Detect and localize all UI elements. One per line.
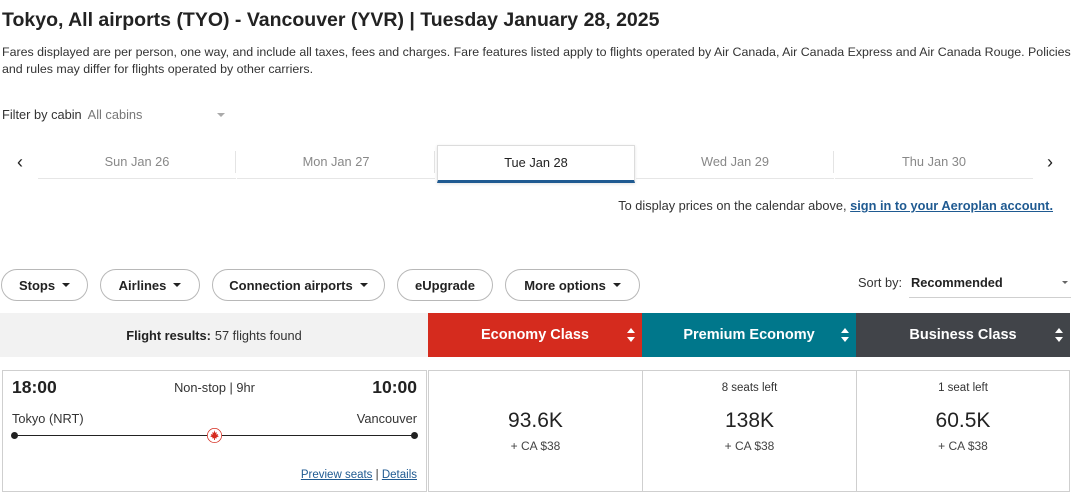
sort-select[interactable]: Recommended [909, 270, 1071, 298]
caret-down-icon [612, 283, 621, 287]
cabin-filter[interactable]: Filter by cabin All cabins [2, 107, 225, 122]
fare-fee: + CA $38 [510, 439, 561, 453]
economy-class-header[interactable]: Economy Class [428, 313, 642, 357]
flight-results-count: 57 flights found [214, 327, 302, 343]
signin-text: To display prices on the calendar above, [618, 198, 851, 213]
fare-fee: + CA $38 [938, 439, 988, 453]
fare-points: 138K [724, 409, 775, 432]
caret-down-icon [1062, 281, 1068, 284]
eupgrade-filter-label: eUpgrade [415, 277, 475, 293]
departure-time: 18:00 [12, 377, 57, 397]
origin-dot [11, 432, 18, 439]
page-title: Tokyo, All airports (TYO) - Vancouver (Y… [2, 9, 660, 31]
sort-label: Sort by: [858, 275, 903, 290]
cabin-filter-label: Filter by cabin [2, 107, 82, 122]
preview-seats-link[interactable]: Preview seats [300, 469, 373, 481]
date-tab-wed-jan-29[interactable]: Wed Jan 29 [636, 145, 834, 179]
fare-fee: + CA $38 [724, 439, 775, 453]
chevron-down-icon[interactable] [217, 113, 225, 117]
origin-airport: Tokyo (NRT) [12, 411, 84, 426]
destination-airport: Vancouver [356, 411, 417, 426]
sort-value: Recommended [911, 275, 1003, 290]
fare-points: 60.5K [935, 409, 991, 432]
economy-fare-cell[interactable]: 93.6K + CA $38 [428, 370, 643, 492]
flight-links: Preview seats | Details [301, 469, 417, 481]
more-options-label: More options [524, 277, 606, 293]
business-class-header[interactable]: Business Class [856, 313, 1070, 357]
business-class-label: Business Class [909, 327, 1017, 343]
caret-down-icon [359, 283, 368, 287]
connection-airports-filter-button[interactable]: Connection airports [212, 269, 385, 301]
destination-dot [411, 432, 418, 439]
premium-economy-label: Premium Economy [683, 327, 815, 343]
premium-economy-header[interactable]: Premium Economy [642, 313, 856, 357]
flight-results-label: Flight results: [126, 327, 211, 343]
flight-results-header: Flight results: 57 flights found [0, 313, 428, 357]
sort-arrows-icon [627, 328, 635, 342]
date-tab-tue-jan-28[interactable]: Tue Jan 28 [437, 145, 635, 183]
airlines-filter-label: Airlines [118, 277, 167, 293]
airlines-filter-button[interactable]: Airlines [100, 269, 200, 301]
flight-duration-info: Non-stop | 9hr [174, 380, 255, 395]
flight-card[interactable]: 18:00 Non-stop | 9hr 10:00 Tokyo (NRT) V… [2, 370, 427, 492]
business-fare-cell[interactable]: 1 seat left 60.5K + CA $38 [856, 370, 1070, 492]
date-tab-mon-jan-27[interactable]: Mon Jan 27 [237, 145, 435, 179]
details-link[interactable]: Details [381, 469, 417, 481]
sort-arrows-icon [1055, 328, 1063, 342]
connection-airports-filter-label: Connection airports [229, 277, 353, 293]
chevron-right-icon[interactable]: › [1047, 152, 1053, 172]
date-tab-sun-jan-26[interactable]: Sun Jan 26 [38, 145, 236, 179]
aeroplan-signin-link[interactable]: sign in to your Aeroplan account. [850, 198, 1053, 213]
date-tab-thu-jan-30[interactable]: Thu Jan 30 [835, 145, 1033, 179]
seats-left: 8 seats left [721, 382, 778, 394]
stops-filter-label: Stops [18, 277, 56, 293]
sort-arrows-icon [841, 328, 849, 342]
link-separator: | [375, 469, 379, 481]
maple-leaf-icon [207, 428, 222, 443]
stops-filter-button[interactable]: Stops [1, 269, 88, 301]
fare-disclaimer: Fares displayed are per person, one way,… [2, 45, 1071, 76]
more-options-button[interactable]: More options [505, 269, 640, 301]
signin-prompt: To display prices on the calendar above,… [618, 198, 1053, 213]
arrival-time: 10:00 [372, 377, 417, 397]
chevron-left-icon[interactable]: ‹ [17, 152, 23, 172]
cabin-filter-value[interactable]: All cabins [87, 107, 143, 122]
caret-down-icon [62, 283, 71, 287]
premium-economy-fare-cell[interactable]: 8 seats left 138K + CA $38 [642, 370, 857, 492]
caret-down-icon [173, 283, 182, 287]
eupgrade-filter-button[interactable]: eUpgrade [397, 269, 493, 301]
economy-class-label: Economy Class [481, 327, 589, 343]
seats-left: 1 seat left [938, 382, 988, 394]
fare-points: 93.6K [508, 409, 563, 432]
